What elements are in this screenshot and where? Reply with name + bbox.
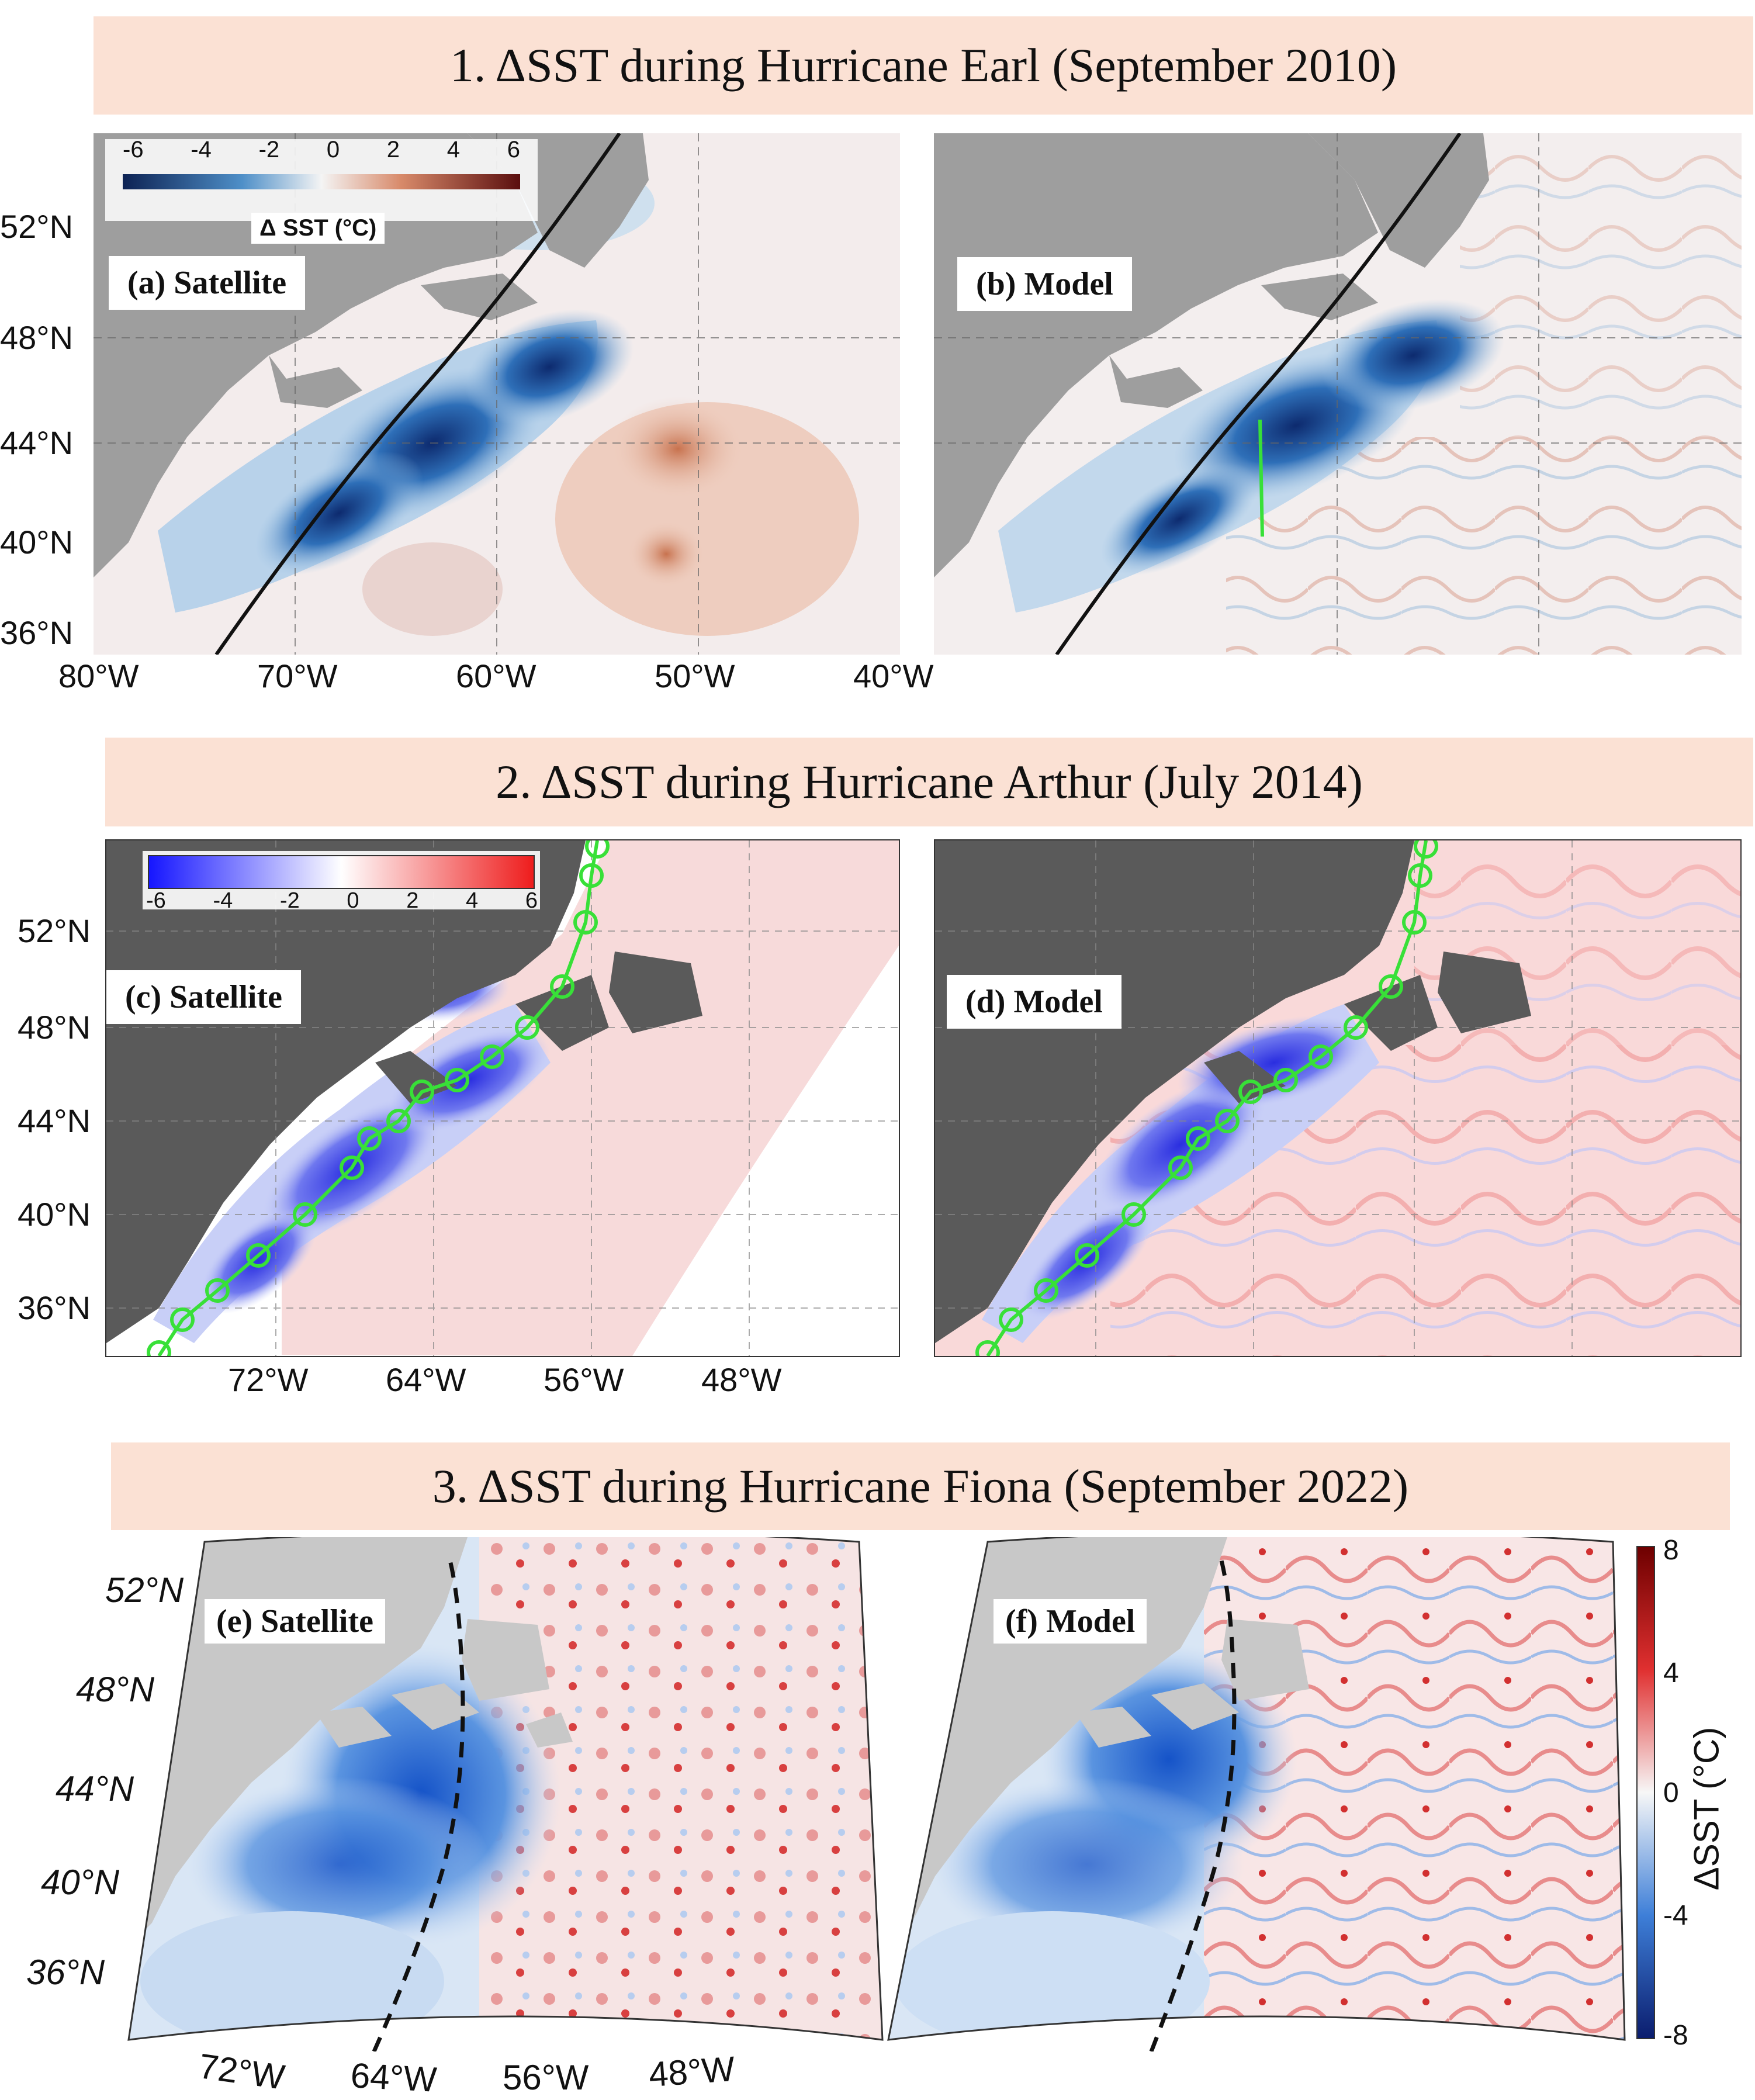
panel-c-label: (c) Satellite — [106, 970, 301, 1024]
colorbar-f — [1636, 1546, 1655, 2039]
cb-tick: -2 — [279, 888, 300, 913]
row2-lon-tick: 72°W — [228, 1361, 309, 1398]
row3-lat-tick: 36°N — [26, 1953, 105, 1992]
row3-lon-tick: 48°W — [647, 2049, 736, 2095]
row1-lon-tick: 60°W — [456, 658, 536, 694]
cb-tick: -4 — [191, 137, 212, 162]
cb-tick: 6 — [525, 888, 538, 913]
row3-lat-tick: 52°N — [105, 1570, 184, 1610]
panel-e-satellite-map: (e) Satellite — [117, 1537, 888, 2051]
row1-lat-tick: 52°N — [0, 208, 74, 245]
colorbar-a-ticks: -6 -4 -2 0 2 4 6 — [123, 137, 520, 163]
row1-lat-tick: 36°N — [0, 614, 74, 651]
row2-lat-tick: 48°N — [18, 1009, 91, 1046]
row2-lat-tick: 40°N — [18, 1196, 91, 1233]
row2-title: 2. ΔSST during Hurricane Arthur (July 20… — [496, 755, 1363, 808]
row3-lon-tick: 64°W — [349, 2056, 438, 2099]
cb-tick: -6 — [146, 888, 166, 913]
row1-lon-tick: 70°W — [257, 658, 338, 694]
panel-b-label: (b) Model — [957, 257, 1132, 311]
row3-lon-tick: 72°W — [196, 2046, 288, 2097]
colorbar-f-tick: -4 — [1663, 1900, 1688, 1931]
row1-lon-tick: 50°W — [655, 658, 735, 694]
row3-lon-tick: 56°W — [503, 2058, 589, 2097]
cb-tick: 4 — [466, 888, 479, 913]
row3-title-banner: 3. ΔSST during Hurricane Fiona (Septembe… — [111, 1442, 1730, 1530]
row2-lon-tick: 56°W — [544, 1361, 624, 1398]
row1-lat-tick: 40°N — [0, 524, 74, 561]
row2-lon-tick: 48°W — [701, 1361, 782, 1398]
row1-title-banner: 1. ΔSST during Hurricane Earl (September… — [94, 16, 1753, 115]
cb-tick: 0 — [347, 888, 359, 913]
cb-tick: -6 — [123, 137, 144, 162]
colorbar-f-tick: 0 — [1663, 1777, 1679, 1808]
row2-lat-tick: 52°N — [18, 912, 91, 949]
cb-tick: -2 — [258, 137, 280, 162]
row2-lon-tick: 64°W — [386, 1361, 466, 1398]
colorbar-f-tick: -8 — [1663, 2020, 1688, 2051]
cb-tick: 0 — [326, 137, 340, 162]
row1-title: 1. ΔSST during Hurricane Earl (September… — [449, 39, 1397, 92]
cb-tick: -4 — [213, 888, 233, 913]
row1-lat-tick: 48°N — [0, 319, 74, 356]
cb-tick: 2 — [406, 888, 419, 913]
panel-a-label: (a) Satellite — [109, 256, 306, 310]
row2-title-banner: 2. ΔSST during Hurricane Arthur (July 20… — [105, 738, 1753, 826]
panel-b-model-map: (b) Model — [934, 133, 1742, 655]
row2-lat-tick: 44°N — [18, 1102, 91, 1139]
cb-tick: 6 — [507, 137, 520, 162]
panel-d-label: (d) Model — [947, 975, 1121, 1029]
panel-f-model-map: (f) Model — [877, 1537, 1631, 2051]
panel-f-label: (f) Model — [994, 1599, 1147, 1644]
colorbar-f-tick: 4 — [1663, 1658, 1679, 1689]
row3-lat-tick: 40°N — [41, 1863, 120, 1902]
colorbar-c-ticks: -6 -4 -2 0 2 4 6 — [146, 888, 538, 914]
row3-lat-tick: 48°N — [76, 1670, 155, 1709]
row1-lat-tick: 44°N — [0, 424, 74, 461]
cb-tick: 2 — [386, 137, 400, 162]
row3-title: 3. ΔSST during Hurricane Fiona (Septembe… — [432, 1459, 1409, 1513]
colorbar-a-label: Δ SST (°C) — [251, 213, 385, 244]
row1-lon-tick: 40°W — [853, 658, 934, 694]
cb-tick: 4 — [446, 137, 460, 162]
panel-c-satellite-map: -6 -4 -2 0 2 4 6 (c) Satellite — [105, 839, 900, 1357]
row3-lat-tick: 44°N — [56, 1769, 134, 1808]
panel-e-label: (e) Satellite — [205, 1599, 385, 1644]
colorbar-f-tick: 8 — [1663, 1535, 1679, 1566]
panel-a-satellite-map: -6 -4 -2 0 2 4 6 Δ SST (°C) (a) Satellit… — [94, 133, 900, 655]
panel-d-model-map: (d) Model — [934, 839, 1742, 1357]
colorbar-c — [148, 855, 535, 889]
colorbar-a — [123, 174, 520, 189]
row1-lon-tick: 80°W — [58, 658, 139, 694]
row2-lat-tick: 36°N — [18, 1289, 91, 1326]
colorbar-f-label: ΔSST (°C) — [1687, 1727, 1726, 1891]
